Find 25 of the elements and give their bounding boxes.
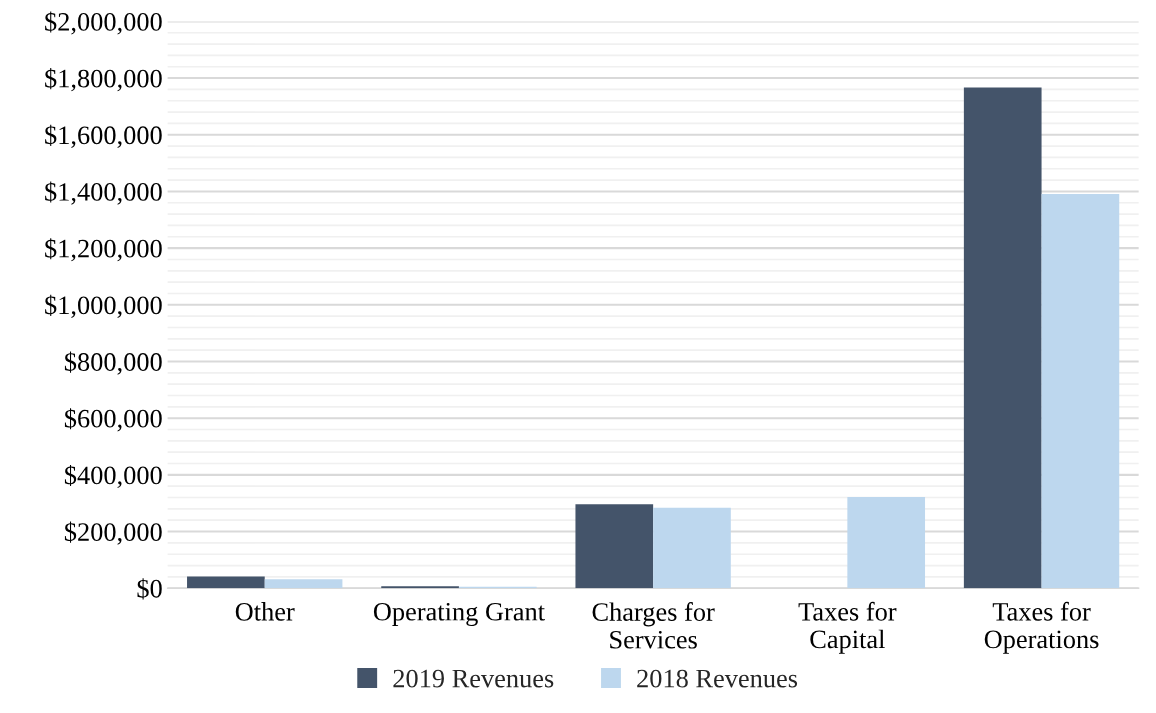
x-tick-label: Taxes for Operations [984, 601, 1099, 654]
y-tick-label: $0 [137, 578, 162, 600]
bar [653, 507, 731, 589]
bar [575, 504, 654, 589]
y-tick-label: $600,000 [64, 408, 162, 432]
y-tick-label: $400,000 [64, 464, 162, 489]
y-tick-label: $1,800,000 [45, 68, 162, 92]
x-tick-label: Other [235, 602, 295, 621]
y-tick-label: $200,000 [64, 521, 162, 545]
bar [264, 579, 343, 589]
y-tick-label: $1,400,000 [45, 181, 162, 205]
x-tick-label: Taxes for Capital [798, 601, 897, 654]
bar [963, 87, 1042, 589]
bar [847, 496, 926, 589]
y-tick-label: $800,000 [64, 351, 162, 375]
y-tick-label: $2,000,000 [45, 11, 162, 35]
x-tick-label: Operating Grant [373, 602, 545, 627]
x-tick-label: Charges for Services [592, 602, 715, 649]
legend-label: 2018 Revenues [637, 669, 798, 688]
bar [1041, 193, 1120, 589]
y-tick-label: $1,200,000 [45, 238, 162, 262]
y-tick-label: $1,000,000 [45, 294, 162, 319]
legend-label: 2019 Revenues [393, 669, 554, 688]
y-tick-label: $1,600,000 [45, 124, 162, 148]
bar [187, 576, 265, 589]
